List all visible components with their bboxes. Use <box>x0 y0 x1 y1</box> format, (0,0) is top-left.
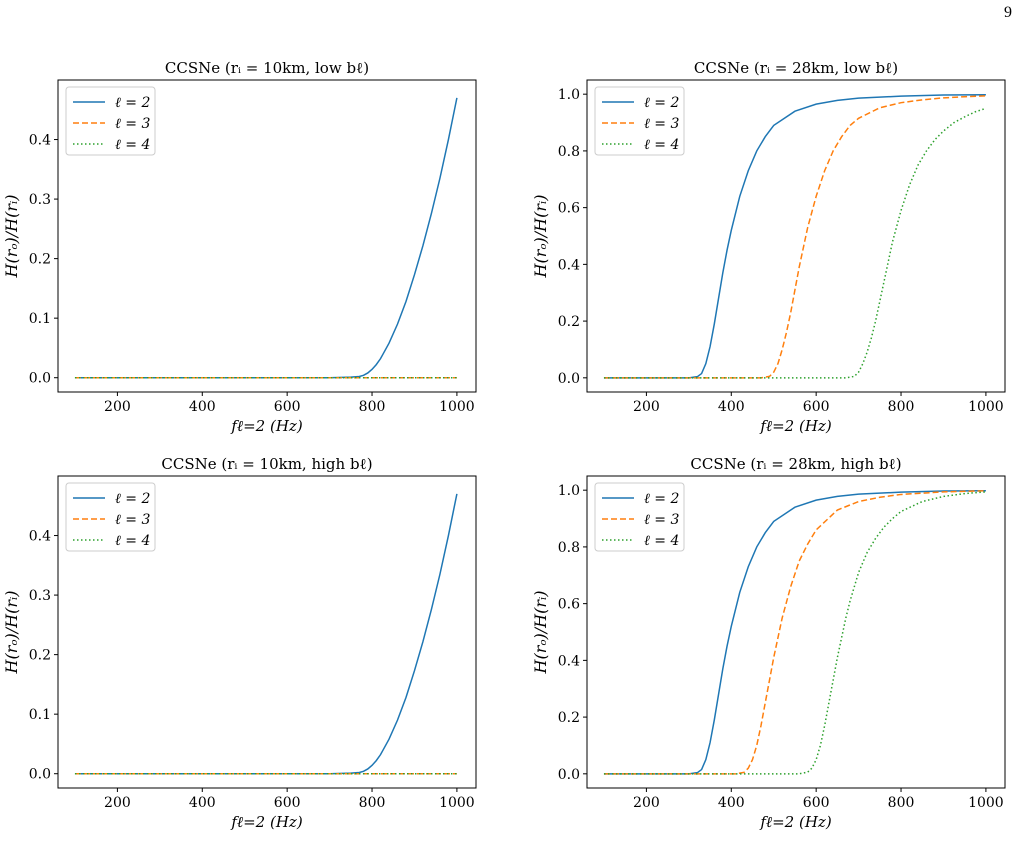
x-tick-label: 400 <box>718 399 745 415</box>
series-line-l4 <box>603 491 986 775</box>
y-tick-label: 0.4 <box>558 653 580 669</box>
y-tick-label: 0.0 <box>29 371 51 387</box>
legend-label-l3: ℓ = 3 <box>115 116 150 132</box>
x-axis-label: fℓ=2 (Hz) <box>230 417 303 435</box>
plot-frame <box>586 475 1006 789</box>
x-tick-label: 600 <box>803 795 830 811</box>
x-tick-label: 800 <box>359 399 386 415</box>
y-tick-label: 0.1 <box>29 311 51 327</box>
legend: ℓ = 2 ℓ = 3 ℓ = 4 <box>65 482 156 552</box>
series-line-l4 <box>603 107 987 379</box>
y-tick-label: 0.0 <box>558 767 580 783</box>
chart-panel-2: CCSNe (rᵢ = 28km, low bℓ) 200 400 600 800 100… <box>531 59 1006 435</box>
page-number: 9 <box>1004 4 1012 21</box>
y-tick-label: 0.2 <box>29 252 51 268</box>
y-tick-label: 0.0 <box>558 371 580 387</box>
y-axis-label: H(rₒ)/H(rᵢ) <box>531 591 550 675</box>
y-axis-label: H(rₒ)/H(rᵢ) <box>2 591 21 675</box>
legend-box <box>594 482 685 552</box>
legend-label-l2: ℓ = 2 <box>115 95 150 111</box>
legend-label-l4: ℓ = 4 <box>644 533 679 549</box>
x-tick-label: 800 <box>359 795 386 811</box>
plot-frame <box>586 79 1006 393</box>
chart-title: CCSNe (rᵢ = 10km, high bℓ) <box>161 455 372 473</box>
x-tick-label: 1000 <box>439 399 475 415</box>
legend-label-l4: ℓ = 4 <box>644 137 679 153</box>
chart-panel-3: CCSNe (rᵢ = 10km, high bℓ) 200 400 600 800 10… <box>2 455 477 831</box>
legend-box <box>594 86 685 156</box>
chart-title: CCSNe (rᵢ = 28km, low bℓ) <box>694 59 898 77</box>
y-tick-label: 0.4 <box>29 133 51 149</box>
y-axis-label: H(rₒ)/H(rᵢ) <box>531 195 550 279</box>
legend-label-l2: ℓ = 2 <box>115 491 150 507</box>
legend-label-l2: ℓ = 2 <box>644 95 679 111</box>
x-axis-label: fℓ=2 (Hz) <box>759 417 832 435</box>
legend-label-l3: ℓ = 3 <box>644 512 679 528</box>
y-axis-label: H(rₒ)/H(rᵢ) <box>2 195 21 279</box>
x-tick-label: 200 <box>633 795 660 811</box>
x-tick-label: 600 <box>274 795 301 811</box>
x-tick-label: 800 <box>888 399 915 415</box>
y-tick-label: 0.3 <box>29 588 51 604</box>
y-tick-label: 0.2 <box>29 648 51 664</box>
legend: ℓ = 2 ℓ = 3 ℓ = 4 <box>594 482 685 552</box>
series-line-l3 <box>603 95 986 379</box>
y-tick-label: 1.0 <box>558 483 580 499</box>
plot-frame <box>57 79 477 393</box>
y-tick-label: 0.4 <box>29 529 51 545</box>
series-line-l2 <box>74 97 458 379</box>
chart-title: CCSNe (rᵢ = 28km, high bℓ) <box>690 455 901 473</box>
series-line-l2 <box>74 493 458 775</box>
chart-panel-4: CCSNe (rᵢ = 28km, high bℓ) 200 400 600 800 10… <box>531 455 1006 831</box>
y-tick-label: 0.1 <box>29 707 51 723</box>
x-tick-label: 600 <box>274 399 301 415</box>
legend: ℓ = 2 ℓ = 3 ℓ = 4 <box>594 86 685 156</box>
series-line-l3 <box>603 490 986 775</box>
legend: ℓ = 2 ℓ = 3 ℓ = 4 <box>65 86 156 156</box>
x-tick-label: 200 <box>104 399 131 415</box>
x-tick-label: 400 <box>718 795 745 811</box>
series-line-l2 <box>603 94 986 379</box>
x-tick-label: 1000 <box>968 795 1004 811</box>
y-tick-label: 0.8 <box>558 144 580 160</box>
x-tick-label: 400 <box>189 795 216 811</box>
x-tick-label: 800 <box>888 795 915 811</box>
y-tick-label: 0.2 <box>558 314 580 330</box>
x-axis-label: fℓ=2 (Hz) <box>230 813 303 831</box>
x-tick-label: 1000 <box>439 795 475 811</box>
legend-label-l3: ℓ = 3 <box>644 116 679 132</box>
y-tick-label: 0.8 <box>558 540 580 556</box>
legend-label-l2: ℓ = 2 <box>644 491 679 507</box>
legend-label-l3: ℓ = 3 <box>115 512 150 528</box>
y-tick-label: 0.6 <box>558 201 580 217</box>
legend-box <box>65 482 156 552</box>
y-tick-label: 0.3 <box>29 192 51 208</box>
y-tick-label: 1.0 <box>558 87 580 103</box>
legend-label-l4: ℓ = 4 <box>115 137 150 153</box>
x-tick-label: 400 <box>189 399 216 415</box>
y-tick-label: 0.2 <box>558 710 580 726</box>
y-tick-label: 0.0 <box>29 767 51 783</box>
chart-title: CCSNe (rᵢ = 10km, low bℓ) <box>165 59 369 77</box>
plot-frame <box>57 475 477 789</box>
y-tick-label: 0.6 <box>558 597 580 613</box>
x-tick-label: 600 <box>803 399 830 415</box>
legend-label-l4: ℓ = 4 <box>115 533 150 549</box>
x-tick-label: 1000 <box>968 399 1004 415</box>
series-line-l2 <box>603 490 986 775</box>
x-tick-label: 200 <box>633 399 660 415</box>
y-tick-label: 0.4 <box>558 257 580 273</box>
chart-panel-1: CCSNe (rᵢ = 10km, low bℓ) 200 400 600 800 100… <box>2 59 477 435</box>
x-axis-label: fℓ=2 (Hz) <box>759 813 832 831</box>
x-tick-label: 200 <box>104 795 131 811</box>
legend-box <box>65 86 156 156</box>
